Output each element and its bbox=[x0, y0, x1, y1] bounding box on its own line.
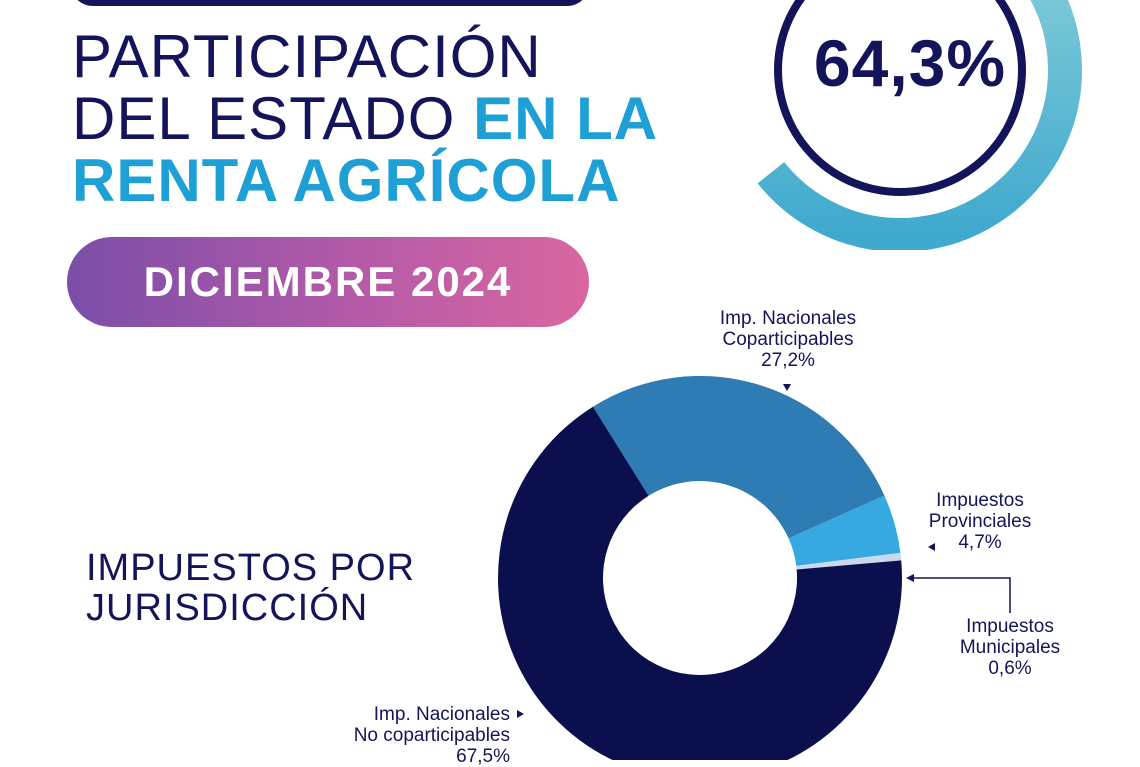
gauge-progress-arc bbox=[757, 0, 1082, 250]
share-gauge bbox=[757, 0, 1082, 250]
pointer-municipales-head bbox=[906, 574, 914, 582]
slice-nac-no-coparticipables bbox=[498, 406, 902, 760]
label-provinciales-line1: Impuestos bbox=[936, 490, 1024, 511]
page-title: PARTICIPACIÓN DEL ESTADO EN LA RENTA AGR… bbox=[72, 26, 658, 212]
label-municipales-value: 0,6% bbox=[988, 658, 1032, 679]
chart-title-line-2: JURISDICCIÓN bbox=[86, 587, 369, 629]
pointer-nac-no-coparticipables bbox=[517, 710, 524, 718]
label-municipales-line2: Municipales bbox=[959, 637, 1061, 658]
label-provinciales-value: 4,7% bbox=[958, 532, 1002, 553]
title-line-2-accent: EN LA bbox=[473, 85, 659, 152]
chart-title: IMPUESTOS POR JURISDICCIÓN bbox=[86, 548, 415, 628]
gauge-value: 64,3% bbox=[813, 26, 1007, 100]
label-nac-coparticipables-value: 27,2% bbox=[761, 350, 815, 371]
date-badge: DICIEMBRE 2024 bbox=[67, 237, 589, 327]
label-nac-coparticipables-line1: Imp. Nacionales bbox=[719, 308, 857, 329]
pointer-provinciales bbox=[928, 543, 935, 551]
title-line-2: DEL ESTADO EN LA bbox=[72, 88, 658, 150]
chart-title-line-1: IMPUESTOS POR bbox=[86, 547, 416, 589]
label-nac-no-coparticipables-line2: No coparticipables bbox=[353, 725, 510, 746]
label-provinciales: Impuestos Provinciales 4,7% bbox=[900, 490, 1060, 553]
label-nac-coparticipables: Imp. Nacionales Coparticipables 27,2% bbox=[688, 308, 888, 371]
label-nac-no-coparticipables: Imp. Nacionales No coparticipables 67,5% bbox=[290, 704, 510, 767]
label-provinciales-line2: Provinciales bbox=[928, 511, 1032, 532]
gauge-inner-circle bbox=[774, 0, 1026, 196]
label-municipales: Impuestos Municipales 0,6% bbox=[930, 616, 1090, 679]
label-nac-no-coparticipables-line1: Imp. Nacionales bbox=[373, 704, 510, 725]
pointer-nac-coparticipables bbox=[783, 384, 791, 391]
title-line-1: PARTICIPACIÓN bbox=[72, 23, 542, 90]
label-municipales-line1: Impuestos bbox=[966, 616, 1054, 637]
slice-municipales bbox=[796, 552, 902, 570]
slice-nac-coparticipables bbox=[592, 375, 885, 539]
label-nac-no-coparticipables-value: 67,5% bbox=[456, 746, 510, 767]
title-line-3: RENTA AGRÍCOLA bbox=[72, 147, 621, 214]
header-bar bbox=[70, 0, 590, 6]
slice-provinciales bbox=[788, 495, 901, 566]
title-line-2-plain: DEL ESTADO bbox=[72, 85, 456, 152]
pointer-municipales-line bbox=[912, 577, 1011, 613]
label-nac-coparticipables-line2: Coparticipables bbox=[722, 329, 854, 350]
